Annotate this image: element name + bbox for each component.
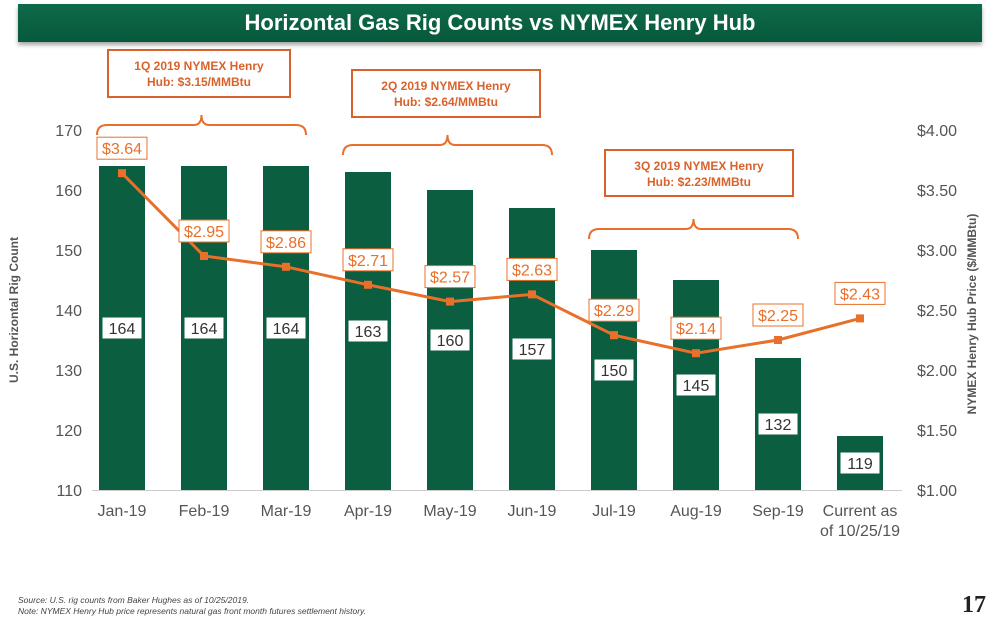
rig-count-label: 164 bbox=[109, 321, 136, 338]
x-tick-label: Jan-19 bbox=[98, 503, 147, 520]
rig-count-label-box bbox=[593, 358, 635, 382]
quarter-annotation-box bbox=[604, 149, 794, 197]
price-point bbox=[528, 290, 536, 299]
price-label-box bbox=[178, 219, 230, 243]
rig-count-label-box bbox=[675, 373, 717, 397]
price-label: $2.57 bbox=[430, 270, 470, 287]
x-tick-label: May-19 bbox=[423, 503, 476, 520]
right-tick-label: $1.50 bbox=[917, 423, 957, 440]
left-axis-label: U.S. Horizontal Rig Count bbox=[7, 237, 21, 383]
right-tick-label: $3.00 bbox=[917, 243, 957, 260]
price-label-box bbox=[670, 316, 722, 340]
price-point bbox=[364, 280, 372, 289]
quarter-annotation-text: Hub: $2.64/MMBtu bbox=[394, 95, 498, 109]
rig-count-label-box bbox=[101, 316, 143, 340]
price-label-box bbox=[588, 298, 640, 322]
rig-count-label: 132 bbox=[765, 417, 792, 434]
rig-count-label: 164 bbox=[191, 321, 218, 338]
price-label: $2.14 bbox=[676, 321, 716, 338]
right-tick-label: $4.00 bbox=[917, 123, 957, 140]
rig-count-label-box bbox=[183, 316, 225, 340]
left-tick-label: 140 bbox=[55, 303, 82, 320]
price-label-box bbox=[96, 136, 148, 160]
rig-count-label: 150 bbox=[601, 363, 628, 380]
price-label: $2.29 bbox=[594, 303, 634, 320]
price-point bbox=[282, 262, 290, 271]
quarter-bracket bbox=[588, 218, 799, 240]
price-point bbox=[610, 331, 618, 340]
quarter-bracket bbox=[342, 134, 553, 156]
quarter-bracket bbox=[96, 114, 307, 136]
x-tick-label: Current as bbox=[823, 503, 898, 520]
price-label-box bbox=[506, 257, 558, 281]
source-note: Source: U.S. rig counts from Baker Hughe… bbox=[18, 595, 250, 605]
price-label-box bbox=[260, 230, 312, 254]
page-number: 17 bbox=[962, 592, 986, 618]
rig-count-label-box bbox=[511, 337, 553, 361]
price-line bbox=[120, 172, 861, 355]
left-tick-label: 130 bbox=[55, 363, 82, 380]
quarter-annotation-text: 2Q 2019 NYMEX Henry bbox=[381, 79, 511, 93]
rig-count-label: 164 bbox=[273, 321, 300, 338]
price-label: $2.86 bbox=[266, 235, 306, 252]
x-tick-label: Mar-19 bbox=[261, 503, 312, 520]
x-tick-label: Apr-19 bbox=[344, 503, 392, 520]
rig-count-label: 160 bbox=[437, 333, 464, 350]
left-tick-label: 110 bbox=[56, 483, 82, 500]
x-tick-label: Jun-19 bbox=[508, 503, 557, 520]
footnote: Note: NYMEX Henry Hub price represents n… bbox=[18, 606, 367, 616]
price-point bbox=[200, 252, 208, 260]
quarter-annotation-box bbox=[351, 69, 541, 118]
left-tick-label: 150 bbox=[55, 243, 82, 260]
x-tick-label: Jul-19 bbox=[592, 503, 636, 520]
x-tick-label: Aug-19 bbox=[670, 503, 722, 520]
price-label: $2.71 bbox=[348, 253, 388, 270]
right-tick-label: $2.50 bbox=[917, 303, 957, 320]
quarter-annotation-box bbox=[107, 49, 291, 98]
right-axis-label: NYMEX Henry Hub Price ($/MMBtu) bbox=[965, 214, 979, 415]
rig-count-label-box bbox=[429, 328, 471, 352]
rig-count-label: 145 bbox=[683, 378, 710, 395]
quarter-annotation-text: 1Q 2019 NYMEX Henry bbox=[134, 59, 264, 73]
rig-count-label-box bbox=[347, 319, 389, 343]
price-point bbox=[118, 169, 126, 178]
price-label: $2.43 bbox=[840, 286, 880, 303]
price-label-box bbox=[834, 281, 886, 305]
x-tick-label: Sep-19 bbox=[752, 503, 804, 520]
left-tick-label: 170 bbox=[55, 123, 82, 140]
rig-count-label-box bbox=[265, 316, 307, 340]
price-label: $2.63 bbox=[512, 262, 552, 279]
left-tick-label: 160 bbox=[55, 183, 82, 200]
price-label: $2.95 bbox=[184, 224, 224, 241]
price-label: $2.25 bbox=[758, 308, 798, 325]
price-point bbox=[692, 349, 700, 358]
right-tick-label: $3.50 bbox=[917, 183, 957, 200]
quarter-annotation-text: Hub: $2.23/MMBtu bbox=[647, 175, 751, 189]
x-tick-label: of 10/25/19 bbox=[820, 523, 900, 540]
price-label-box bbox=[752, 303, 804, 327]
price-point bbox=[856, 314, 864, 323]
price-point bbox=[446, 297, 454, 306]
rig-count-label: 119 bbox=[847, 456, 873, 473]
price-label: $3.64 bbox=[102, 141, 142, 158]
rig-count-label: 163 bbox=[355, 324, 382, 341]
right-tick-label: $2.00 bbox=[917, 363, 957, 380]
chart-title: Horizontal Gas Rig Counts vs NYMEX Henry… bbox=[18, 4, 982, 42]
rig-count-label-box bbox=[839, 451, 881, 475]
rig-count-label-box bbox=[757, 412, 799, 436]
price-label-box bbox=[424, 265, 476, 289]
left-tick-label: 120 bbox=[55, 423, 82, 440]
rig-count-label: 157 bbox=[519, 342, 546, 359]
price-point bbox=[774, 336, 782, 344]
price-label-box bbox=[342, 248, 394, 272]
x-tick-label: Feb-19 bbox=[179, 503, 230, 520]
quarter-annotation-text: Hub: $3.15/MMBtu bbox=[147, 75, 251, 89]
quarter-annotation-text: 3Q 2019 NYMEX Henry bbox=[634, 159, 764, 173]
right-tick-label: $1.00 bbox=[917, 483, 957, 500]
